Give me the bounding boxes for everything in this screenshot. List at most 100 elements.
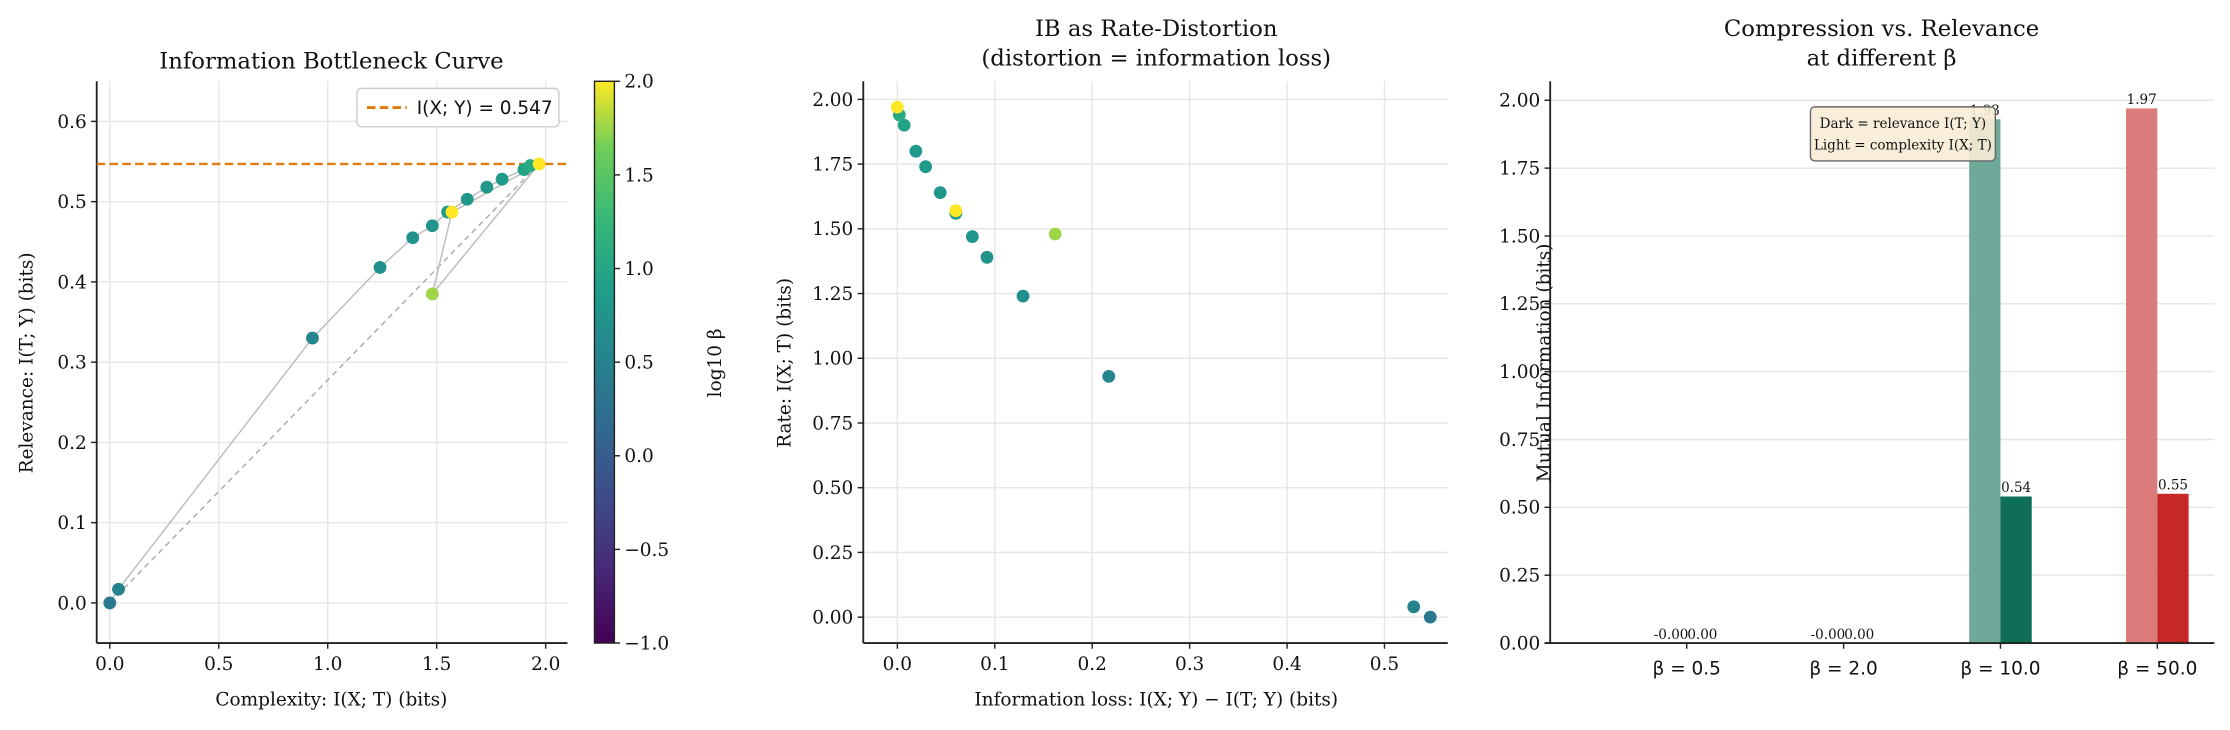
chart3-title: Compression vs. Relevance (1724, 16, 2039, 42)
colorbar-tick-label: 1.5 (624, 165, 653, 186)
chart1-xtick-label: 0.5 (204, 654, 233, 675)
chart1-point (532, 157, 546, 171)
colorbar-tick-label: −0.5 (624, 540, 669, 561)
chart3-ytick-label: 1.50 (1499, 226, 1540, 247)
chart3-bar (2126, 108, 2158, 644)
chart3-ytick-label: 1.25 (1499, 294, 1540, 315)
chart2-ytick-label: 0.25 (812, 543, 853, 564)
chart1-xtick-label: 0.0 (95, 654, 124, 675)
chart1-point (425, 287, 439, 301)
chart2-point (949, 204, 963, 218)
chart1-xtick-label: 1.5 (422, 654, 451, 675)
chart3-ytick-label: 0.25 (1499, 566, 1540, 587)
chart3-bar-label: 0.54 (2001, 480, 2031, 496)
chart2-xtick-label: 0.0 (883, 654, 912, 675)
chart2-point (980, 250, 994, 264)
chart1-point (406, 231, 420, 245)
chart1-ylabel: Relevance: I(T; Y) (bits) (17, 252, 38, 473)
colorbar-tick-label: 1.0 (624, 259, 653, 280)
colorbar (593, 80, 616, 644)
chart2-xtick-label: 0.5 (1370, 654, 1399, 675)
chart2-subtitle: (distortion = information loss) (981, 46, 1331, 72)
chart3-bar-label: -0.00 (1811, 627, 1846, 643)
chart3-ytick-label: 0.00 (1499, 633, 1540, 654)
chart1-point (373, 261, 387, 274)
chart3-category-label: β = 0.5 (1653, 658, 1721, 679)
chart2-ytick-label: 0.50 (812, 478, 853, 499)
chart1-point (460, 192, 474, 206)
chart3-bar-label: 0.00 (1687, 627, 1717, 643)
chart2-xtick-label: 0.1 (980, 654, 1009, 675)
chart1-curve-line (109, 163, 540, 604)
chart3-ytick-label: 1.00 (1499, 362, 1540, 383)
chart2-ytick-label: 1.75 (812, 155, 853, 176)
legend: I(X; Y) = 0.547 (356, 87, 560, 128)
chart2-point (897, 118, 911, 132)
chart2-title: IB as Rate-Distortion (1035, 16, 1278, 42)
chart3-ytick-label: 2.00 (1499, 91, 1540, 112)
chart1-ytick-label: 0.5 (57, 192, 86, 213)
text-box-line-2: Light = complexity I(X; T) (1814, 138, 1992, 154)
chart1-point (445, 205, 459, 219)
chart2-point (965, 230, 979, 243)
chart3-category-label: β = 10.0 (1960, 658, 2040, 679)
chart1-point (112, 582, 125, 596)
chart2-xtick-label: 0.4 (1272, 654, 1301, 675)
chart3-bar (2000, 496, 2032, 644)
text-box: Dark = relevance I(T; Y) Light = complex… (1809, 106, 1997, 162)
chart1-xtick-label: 1.0 (313, 654, 342, 675)
colorbar-tick-label: −1.0 (624, 633, 669, 654)
chart3-bar (1969, 119, 2001, 644)
chart1-ytick-label: 0.6 (57, 112, 86, 133)
chart2-xlabel: Information loss: I(X; Y) − I(T; Y) (bit… (974, 690, 1338, 711)
chart3-subtitle: at different β (1807, 46, 1957, 72)
chart2-point (909, 144, 923, 158)
chart3-bar-label: 0.00 (1844, 627, 1874, 643)
chart1-point (306, 331, 319, 345)
chart2-point (933, 186, 947, 199)
chart2-ylabel: Rate: I(X; T) (bits) (775, 278, 796, 448)
colorbar-tick-label: 0.5 (624, 353, 653, 374)
legend-label: I(X; Y) = 0.547 (417, 98, 553, 119)
chart2-point (1423, 610, 1437, 624)
chart2-point (1407, 600, 1421, 614)
chart2-point (1102, 369, 1116, 383)
chart1-xlabel: Complexity: I(X; T) (bits) (215, 690, 447, 711)
colorbar-label: log10 β (705, 328, 726, 397)
chart1-diagonal-reference-line (109, 163, 540, 604)
chart2-ytick-label: 1.50 (812, 219, 853, 240)
chart2-xtick-label: 0.3 (1175, 654, 1204, 675)
chart1-point (425, 219, 439, 233)
text-box-line-1: Dark = relevance I(T; Y) (1820, 116, 1987, 132)
chart1-xtick-label: 2.0 (531, 654, 560, 675)
chart2-ytick-label: 2.00 (812, 90, 853, 111)
colorbar-tick-label: 2.0 (624, 72, 653, 93)
chart1-title: Information Bottleneck Curve (159, 48, 503, 74)
chart1-ytick-label: 0.1 (57, 513, 86, 534)
text-box-frame (1809, 106, 1997, 162)
chart2-point (890, 100, 904, 114)
chart3-ytick-label: 0.75 (1499, 430, 1540, 451)
colorbar-tick-label: 0.0 (624, 446, 653, 467)
chart3-bar (2157, 493, 2189, 644)
chart1-ytick-label: 0.3 (57, 353, 86, 374)
chart2-point (1016, 289, 1030, 303)
chart3-ytick-label: 0.50 (1499, 498, 1540, 519)
chart3-category-label: β = 50.0 (2117, 658, 2197, 679)
chart1-point (480, 180, 494, 194)
chart1-ytick-label: 0.4 (57, 272, 86, 293)
chart3-ytick-label: 1.75 (1499, 159, 1540, 180)
chart2-ytick-label: 0.00 (812, 608, 853, 629)
chart3-bar-label: 0.55 (2158, 478, 2188, 494)
chart3-bar-label: -0.00 (1654, 627, 1689, 643)
chart1-point (103, 596, 117, 610)
chart1-ytick-label: 0.0 (57, 593, 86, 614)
chart2-xtick-label: 0.2 (1078, 654, 1107, 675)
chart1-ytick-label: 0.2 (57, 433, 86, 454)
chart2-ytick-label: 1.25 (812, 284, 853, 305)
chart2-ytick-label: 0.75 (812, 413, 853, 434)
chart2-point (1048, 227, 1062, 241)
chart3-bar-label: 1.97 (2127, 92, 2157, 108)
chart2-ytick-label: 1.00 (812, 349, 853, 370)
